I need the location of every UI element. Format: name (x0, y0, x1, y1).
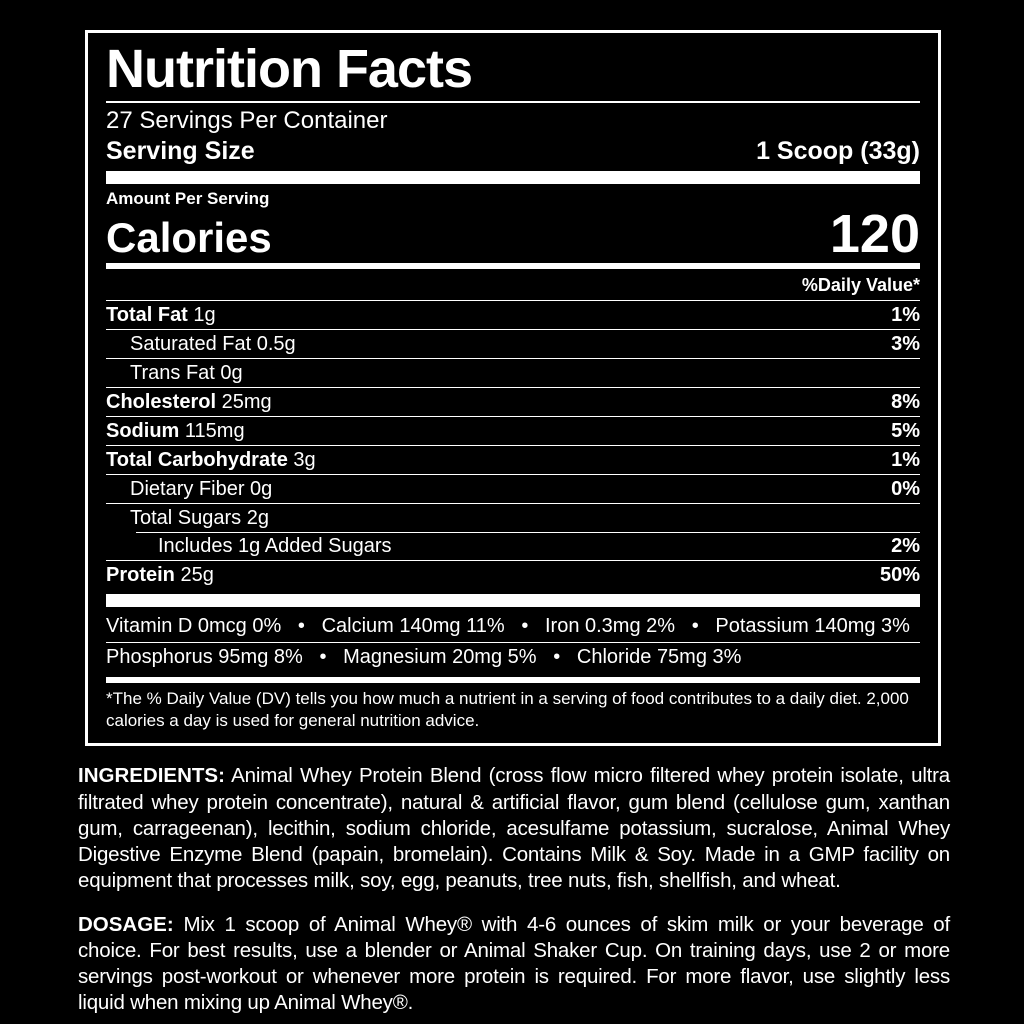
nutrient-name-and-amount: Includes 1g Added Sugars (158, 535, 392, 557)
nutrient-row: Total Sugars 2g (106, 502, 920, 532)
nutrient-label: Total Sugars (130, 506, 242, 529)
nutrient-daily-value: 1% (891, 448, 920, 471)
thick-divider-protein (106, 593, 920, 607)
amount-per-serving-label: Amount Per Serving (106, 189, 270, 209)
nutrient-name-and-amount: Sodium 115mg (106, 420, 245, 442)
nutrient-name-and-amount: Dietary Fiber 0g (130, 478, 272, 500)
nutrient-label: Includes 1g Added Sugars (158, 534, 392, 557)
calories-row: Calories 120 (106, 204, 920, 265)
dosage-paragraph: DOSAGE: Mix 1 scoop of Animal Whey® with… (78, 912, 950, 1017)
medium-divider-micros (106, 676, 920, 683)
nutrient-amount: 0.5g (251, 332, 296, 355)
nutrient-row: Protein 25g 50% (106, 559, 920, 589)
nutrient-name-and-amount: Total Fat 1g (106, 304, 216, 326)
nutrient-name-and-amount: Total Sugars 2g (130, 507, 269, 529)
serving-size-row: Serving Size 1 Scoop (33g) (106, 137, 920, 166)
dosage-text: Mix 1 scoop of Animal Whey® with 4-6 oun… (78, 912, 950, 1015)
nutrient-daily-value: 2% (891, 534, 920, 557)
nutrient-amount: 0g (244, 477, 273, 500)
nutrient-row: Trans Fat 0g (106, 357, 920, 387)
nutrient-amount: 25mg (216, 390, 272, 413)
nutrient-amount: 0g (214, 361, 243, 384)
nutrient-daily-value: 8% (891, 390, 920, 413)
micronutrient-row: Phosphorus 95mg 8% • Magnesium 20mg 5% •… (106, 641, 920, 673)
nutrient-name-and-amount: Total Carbohydrate 3g (106, 449, 316, 471)
nutrient-amount: 1g (187, 303, 216, 326)
nutrient-daily-value: 5% (891, 419, 920, 442)
dosage-heading: DOSAGE: (78, 912, 174, 936)
serving-size-value: 1 Scoop (33g) (756, 137, 920, 166)
nutrient-daily-value: 3% (891, 332, 920, 355)
medium-divider-calories (106, 262, 920, 269)
nutrient-label: Saturated Fat (130, 332, 252, 355)
nutrient-row: Saturated Fat 0.5g 3% (106, 328, 920, 358)
nutrient-label: Dietary Fiber (130, 477, 245, 500)
micronutrient-row: Vitamin D 0mcg 0% • Calcium 140mg 11% • … (106, 614, 910, 637)
nutrient-row: Total Fat 1g 1% (106, 299, 920, 329)
nutrient-rows: Total Fat 1g 1% Saturated Fat 0.5g 3% Trans … (106, 299, 920, 589)
nutrient-daily-value: 0% (891, 477, 920, 500)
calories-value: 120 (829, 204, 920, 265)
nutrient-row: Dietary Fiber 0g 0% (106, 473, 920, 503)
nutrient-amount: 25g (174, 563, 214, 586)
nutrient-row: Total Carbohydrate 3g 1% (106, 444, 920, 474)
ingredients-paragraph: INGREDIENTS: Animal Whey Protein Blend (… (78, 763, 950, 894)
serving-size-label: Serving Size (106, 137, 255, 166)
nutrient-amount: 3g (287, 448, 316, 471)
nutrient-row: Cholesterol 25mg 8% (106, 386, 920, 416)
calories-label: Calories (106, 213, 272, 261)
nutrient-label: Protein (106, 563, 175, 586)
nutrient-amount: 115mg (179, 419, 245, 442)
nutrient-label: Total Carbohydrate (106, 448, 288, 471)
nutrition-facts-panel: Nutrition Facts 27 Servings Per Containe… (85, 30, 941, 747)
nutrient-daily-value: 50% (879, 563, 920, 586)
nutrient-label: Cholesterol (106, 390, 217, 413)
title-rule (106, 100, 920, 103)
daily-value-footnote: *The % Daily Value (DV) tells you how mu… (106, 688, 909, 730)
micronutrient-rows: Vitamin D 0mcg 0% • Calcium 140mg 11% • … (106, 612, 920, 673)
thick-divider-top (106, 171, 920, 185)
ingredients-text: Animal Whey Protein Blend (cross flow mi… (78, 764, 950, 893)
nutrient-name-and-amount: Trans Fat 0g (130, 362, 243, 384)
nutrient-row: Includes 1g Added Sugars 2% (106, 531, 920, 560)
nutrient-daily-value: 1% (891, 303, 920, 326)
panel-title: Nutrition Facts (106, 39, 473, 99)
nutrient-amount: 2g (241, 506, 269, 529)
servings-per-container: 27 Servings Per Container (106, 106, 388, 134)
nutrient-label: Total Fat (106, 303, 188, 326)
ingredients-heading: INGREDIENTS: (78, 764, 225, 788)
nutrient-label: Trans Fat (130, 361, 215, 384)
nutrient-name-and-amount: Protein 25g (106, 564, 214, 586)
daily-value-header: %Daily Value* (801, 274, 920, 295)
nutrient-name-and-amount: Cholesterol 25mg (106, 391, 272, 413)
nutrient-row: Sodium 115mg 5% (106, 415, 920, 445)
nutrient-name-and-amount: Saturated Fat 0.5g (130, 333, 296, 355)
nutrient-label: Sodium (106, 419, 180, 442)
